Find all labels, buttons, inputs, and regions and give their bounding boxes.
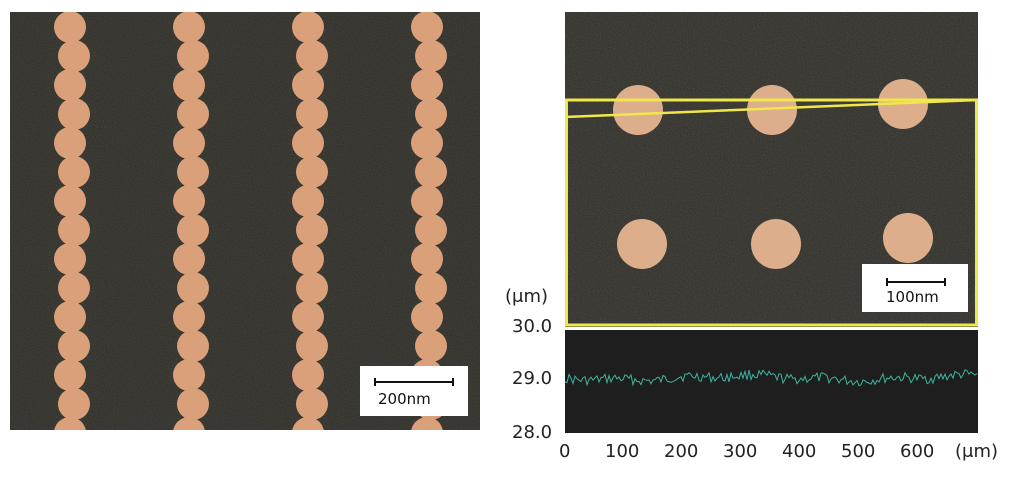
x-tick-400: 400 — [782, 441, 817, 462]
right-dot — [883, 213, 933, 263]
left-dot — [292, 127, 324, 159]
left-dot — [292, 185, 324, 217]
left-dot — [296, 98, 328, 130]
left-dot — [292, 359, 324, 391]
left-scalebar-tick-start — [374, 378, 376, 386]
left-dot — [296, 40, 328, 72]
left-dot — [58, 214, 90, 246]
left-dot — [54, 185, 86, 217]
x-tick-0: 0 — [559, 441, 571, 462]
x-tick-300: 300 — [723, 441, 758, 462]
left-dot — [296, 214, 328, 246]
right-scalebar-tick-end — [944, 278, 946, 286]
right-scalebar — [886, 281, 946, 283]
profile-trace — [565, 369, 978, 387]
left-dot — [296, 156, 328, 188]
profile-line — [565, 98, 978, 119]
left-microscope-image: 200nm — [10, 12, 480, 430]
profile-background — [565, 330, 978, 433]
left-dot — [292, 417, 324, 430]
left-dot — [177, 330, 209, 362]
left-dot — [415, 214, 447, 246]
left-dot — [54, 359, 86, 391]
left-image-texture — [10, 12, 480, 430]
left-dot — [411, 417, 443, 430]
x-tick-500: 500 — [841, 441, 876, 462]
right-scalebar-tick-start — [886, 278, 888, 286]
left-dot — [415, 156, 447, 188]
left-dot — [296, 330, 328, 362]
left-dot — [292, 243, 324, 275]
x-tick-200: 200 — [664, 441, 699, 462]
left-dot — [177, 156, 209, 188]
left-dot — [54, 69, 86, 101]
left-dot — [54, 243, 86, 275]
x-axis-unit: (μm) — [955, 441, 999, 462]
left-dot — [58, 40, 90, 72]
left-dot — [177, 388, 209, 420]
height-profile — [565, 330, 978, 433]
left-dot — [415, 98, 447, 130]
left-dot — [296, 388, 328, 420]
left-dot — [173, 127, 205, 159]
left-dot — [177, 40, 209, 72]
left-dot — [58, 272, 90, 304]
right-scale-box: 100nm — [862, 264, 968, 312]
y-tick-28: 28.0 — [512, 422, 553, 443]
left-dot — [411, 127, 443, 159]
right-microscope-image: 100nm — [565, 12, 978, 327]
left-dot — [411, 12, 443, 43]
left-dot — [54, 127, 86, 159]
left-dot — [177, 98, 209, 130]
left-dot — [173, 417, 205, 430]
right-dot — [747, 85, 797, 135]
left-dot — [54, 12, 86, 43]
left-dot — [54, 301, 86, 333]
left-image-noise — [10, 12, 480, 430]
left-dot — [415, 40, 447, 72]
right-dot — [613, 85, 663, 135]
left-dot — [292, 12, 324, 43]
x-tick-100: 100 — [605, 441, 640, 462]
left-dot — [411, 69, 443, 101]
left-dot — [173, 243, 205, 275]
left-dot — [177, 272, 209, 304]
left-dot — [173, 301, 205, 333]
left-dot — [292, 69, 324, 101]
roi-frame — [565, 98, 978, 327]
left-dot — [173, 359, 205, 391]
left-dot — [411, 185, 443, 217]
left-dot — [58, 98, 90, 130]
left-dot — [58, 156, 90, 188]
y-tick-30: 30.0 — [512, 316, 553, 337]
left-dot — [58, 330, 90, 362]
right-dot — [751, 219, 801, 269]
left-dot — [415, 272, 447, 304]
right-scale-label: 100nm — [886, 288, 939, 306]
left-scalebar-tick-end — [452, 378, 454, 386]
y-tick-29: 29.0 — [512, 368, 553, 389]
left-dot — [58, 388, 90, 420]
left-dot — [177, 214, 209, 246]
left-scalebar — [374, 381, 454, 383]
right-dot — [617, 219, 667, 269]
left-dot — [292, 301, 324, 333]
left-dot — [173, 185, 205, 217]
x-tick-600: 600 — [900, 441, 935, 462]
left-dot — [415, 330, 447, 362]
y-axis-unit: (μm) — [505, 286, 549, 307]
left-dot — [173, 69, 205, 101]
left-scale-box: 200nm — [360, 366, 468, 416]
left-dot — [296, 272, 328, 304]
left-dot — [411, 243, 443, 275]
left-dot — [411, 301, 443, 333]
profile-plot — [565, 330, 978, 433]
left-scale-label: 200nm — [378, 390, 431, 408]
left-dot — [173, 12, 205, 43]
left-dot — [54, 417, 86, 430]
